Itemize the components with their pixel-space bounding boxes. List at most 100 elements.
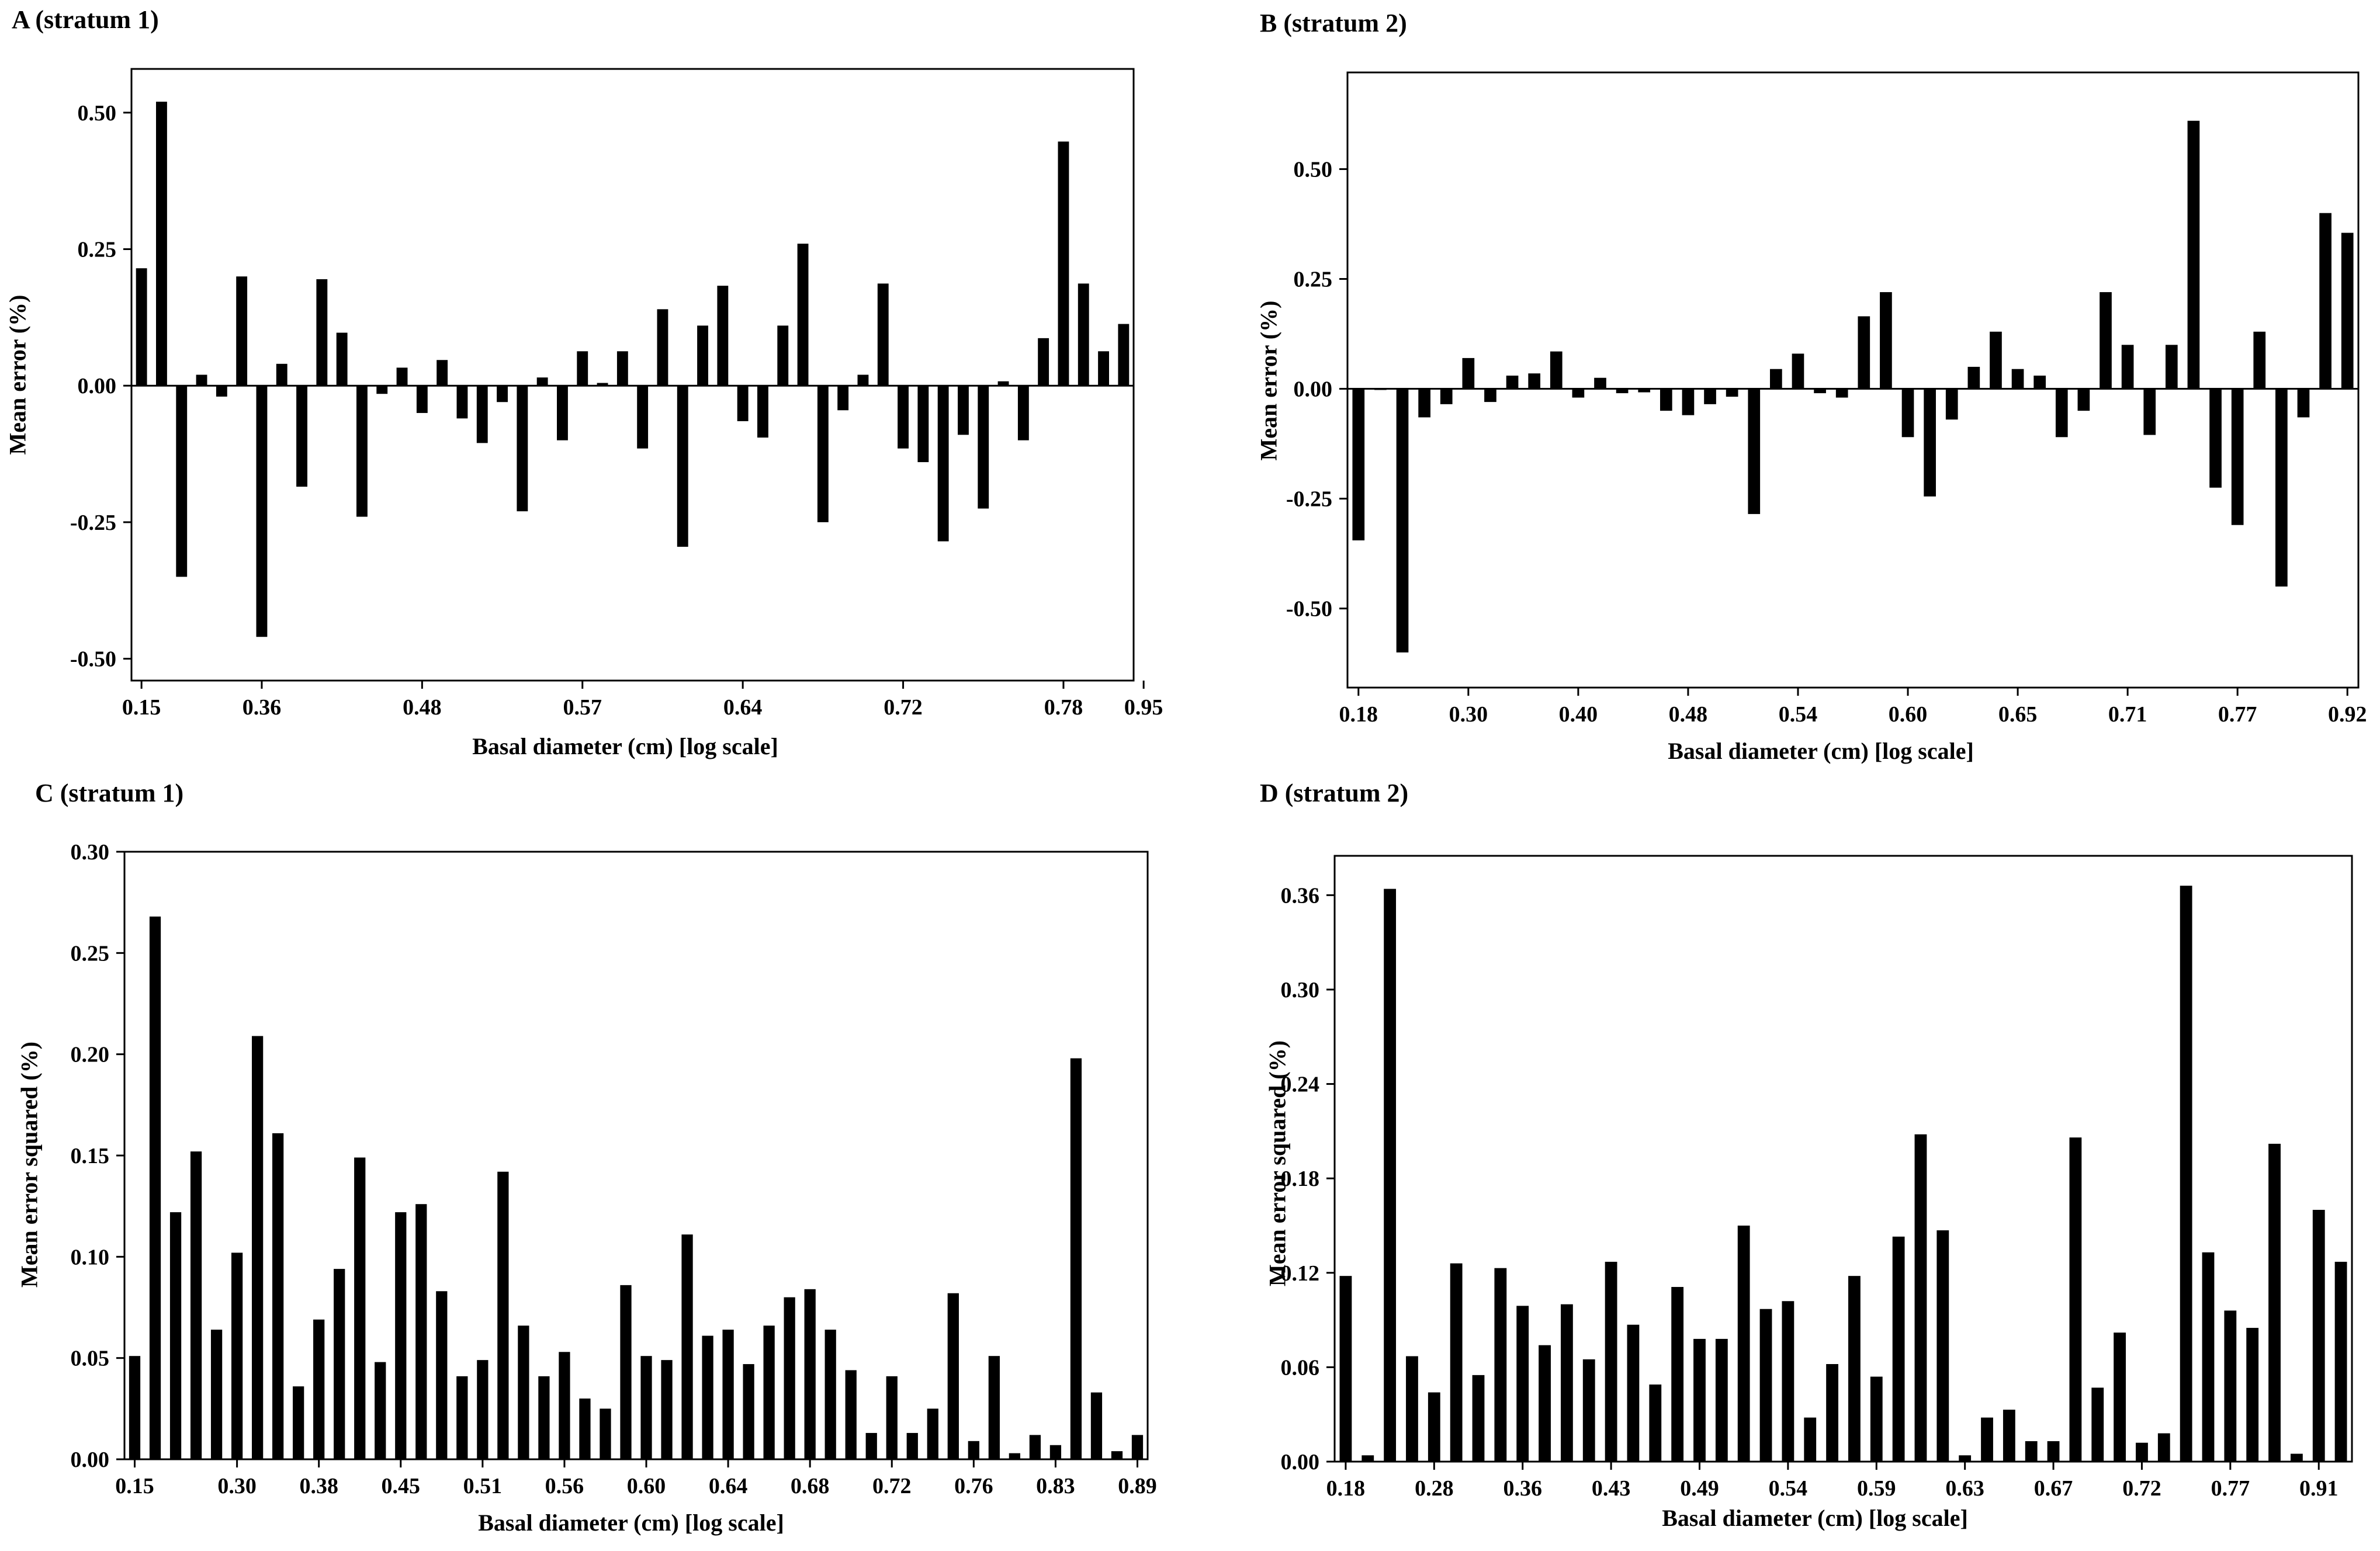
bar-c-16 xyxy=(456,1376,468,1459)
bar-d-39 xyxy=(2202,1252,2215,1462)
bar-a-27 xyxy=(677,386,688,547)
bar-c-3 xyxy=(190,1151,202,1459)
bar-d-42 xyxy=(2268,1143,2281,1462)
bar-c-4 xyxy=(210,1330,223,1459)
y-axis-label-d: Mean error squared (%) xyxy=(1264,1040,1291,1287)
bar-a-18 xyxy=(497,386,508,403)
bar-a-41 xyxy=(958,386,969,435)
y-tick-label-d-0: 0.00 xyxy=(1281,1450,1320,1474)
bar-b-26 xyxy=(1924,388,1936,497)
bar-b-1 xyxy=(1374,388,1387,390)
x-tick-label-c-12: 0.89 xyxy=(1118,1474,1157,1498)
chart-b-plot: -0.50 -0.25 0.00 0.25 0.50 0.18 0.30 0.40 0.48 0.… xyxy=(1286,71,2367,727)
x-tick-label-a-7: 0.95 xyxy=(1124,695,1163,720)
chart-panel-a: A (stratum 1) -0.50 -0.25 0.00 0.25 0.50 0.15… xyxy=(0,0,1190,771)
bar-a-21 xyxy=(557,386,568,440)
bar-d-19 xyxy=(1759,1309,1772,1462)
x-tick-label-b-1: 0.30 xyxy=(1449,702,1488,727)
bar-a-33 xyxy=(797,244,809,386)
x-tick-label-a-2: 0.48 xyxy=(403,695,442,720)
x-tick-label-c-6: 0.60 xyxy=(627,1474,666,1498)
bar-b-4 xyxy=(1440,388,1453,404)
x-tick-label-a-4: 0.64 xyxy=(723,695,763,720)
bar-a-30 xyxy=(737,386,749,421)
bar-d-3 xyxy=(1406,1356,1418,1462)
y-tick-label-b-4: 0.50 xyxy=(1294,157,1333,182)
bar-c-46 xyxy=(1070,1058,1082,1459)
bar-c-17 xyxy=(477,1360,489,1459)
y-tick-label-b-2: 0.00 xyxy=(1294,377,1333,402)
y-tick-label-a-0: -0.50 xyxy=(70,647,116,672)
bar-d-20 xyxy=(1782,1301,1794,1462)
bar-a-23 xyxy=(597,383,608,386)
bar-d-10 xyxy=(1560,1304,1573,1462)
bar-d-27 xyxy=(1936,1230,1949,1462)
bar-a-25 xyxy=(637,386,649,449)
bar-c-35 xyxy=(845,1370,857,1459)
bar-c-40 xyxy=(947,1293,959,1459)
bar-a-32 xyxy=(777,325,789,386)
bar-c-18 xyxy=(497,1171,509,1459)
bar-d-0 xyxy=(1339,1276,1352,1462)
bar-c-33 xyxy=(804,1289,816,1459)
bar-c-31 xyxy=(763,1326,775,1459)
bar-c-13 xyxy=(395,1212,407,1459)
bar-d-45 xyxy=(2334,1261,2347,1462)
bar-b-27 xyxy=(1945,388,1958,420)
chart-c-plot: 0.00 0.05 0.10 0.15 0.20 0.25 0.30 0.15 0.30 0.38… xyxy=(71,840,1157,1498)
bar-c-6 xyxy=(251,1036,264,1459)
bar-b-6 xyxy=(1484,388,1496,403)
x-tick-label-b-6: 0.65 xyxy=(1998,702,2038,727)
bar-b-21 xyxy=(1814,388,1826,394)
bar-d-30 xyxy=(2003,1410,2015,1462)
bar-a-12 xyxy=(376,386,388,394)
x-tick-label-c-11: 0.83 xyxy=(1036,1474,1075,1498)
bar-a-47 xyxy=(1078,283,1089,386)
bar-d-31 xyxy=(2025,1441,2038,1462)
y-axis-label-a: Mean error (%) xyxy=(4,294,31,455)
bar-b-28 xyxy=(1967,366,1980,389)
bar-b-22 xyxy=(1835,388,1848,398)
bar-d-12 xyxy=(1605,1261,1617,1462)
bar-d-18 xyxy=(1737,1225,1750,1462)
bar-c-23 xyxy=(600,1408,611,1459)
x-tick-label-a-0: 0.15 xyxy=(122,695,161,720)
bar-b-8 xyxy=(1528,373,1541,389)
bar-b-29 xyxy=(1990,331,2002,389)
y-tick-label-b-3: 0.25 xyxy=(1294,268,1333,292)
y-tick-label-a-1: -0.25 xyxy=(70,511,116,535)
x-tick-label-b-2: 0.40 xyxy=(1559,702,1598,727)
bar-d-33 xyxy=(2069,1137,2082,1462)
bar-b-35 xyxy=(2121,345,2134,389)
x-tick-label-d-10: 0.77 xyxy=(2211,1476,2250,1501)
x-tick-label-c-8: 0.68 xyxy=(791,1474,830,1498)
bar-c-2 xyxy=(169,1212,182,1459)
bar-a-29 xyxy=(717,286,729,386)
bar-c-42 xyxy=(988,1356,1000,1459)
bar-b-23 xyxy=(1858,316,1870,389)
bar-d-34 xyxy=(2091,1387,2104,1462)
bar-a-42 xyxy=(978,386,989,509)
bar-b-10 xyxy=(1572,388,1585,398)
bar-b-2 xyxy=(1396,388,1409,653)
bar-b-0 xyxy=(1352,388,1365,541)
x-tick-label-c-7: 0.64 xyxy=(709,1474,748,1498)
bar-c-1 xyxy=(149,916,161,1459)
bar-a-16 xyxy=(456,386,468,419)
bar-b-15 xyxy=(1682,388,1695,415)
bar-c-19 xyxy=(518,1326,529,1459)
bar-b-24 xyxy=(1880,292,1892,389)
chart-panel-c: C (stratum 1) 0.00 0.05 0.10 0.15 0.20 0.25 0.… xyxy=(0,771,1190,1551)
bar-c-24 xyxy=(620,1285,632,1459)
bar-b-20 xyxy=(1792,353,1804,389)
bar-b-9 xyxy=(1550,351,1563,389)
bar-c-27 xyxy=(681,1234,693,1459)
chart-title-a: A (stratum 1) xyxy=(12,5,159,34)
bar-c-26 xyxy=(661,1360,673,1459)
bar-b-32 xyxy=(2055,388,2068,438)
x-tick-label-c-2: 0.38 xyxy=(299,1474,338,1498)
bar-a-2 xyxy=(176,386,188,577)
bar-d-29 xyxy=(1981,1417,1993,1462)
bar-a-7 xyxy=(276,363,287,386)
x-tick-label-c-5: 0.56 xyxy=(545,1474,584,1498)
